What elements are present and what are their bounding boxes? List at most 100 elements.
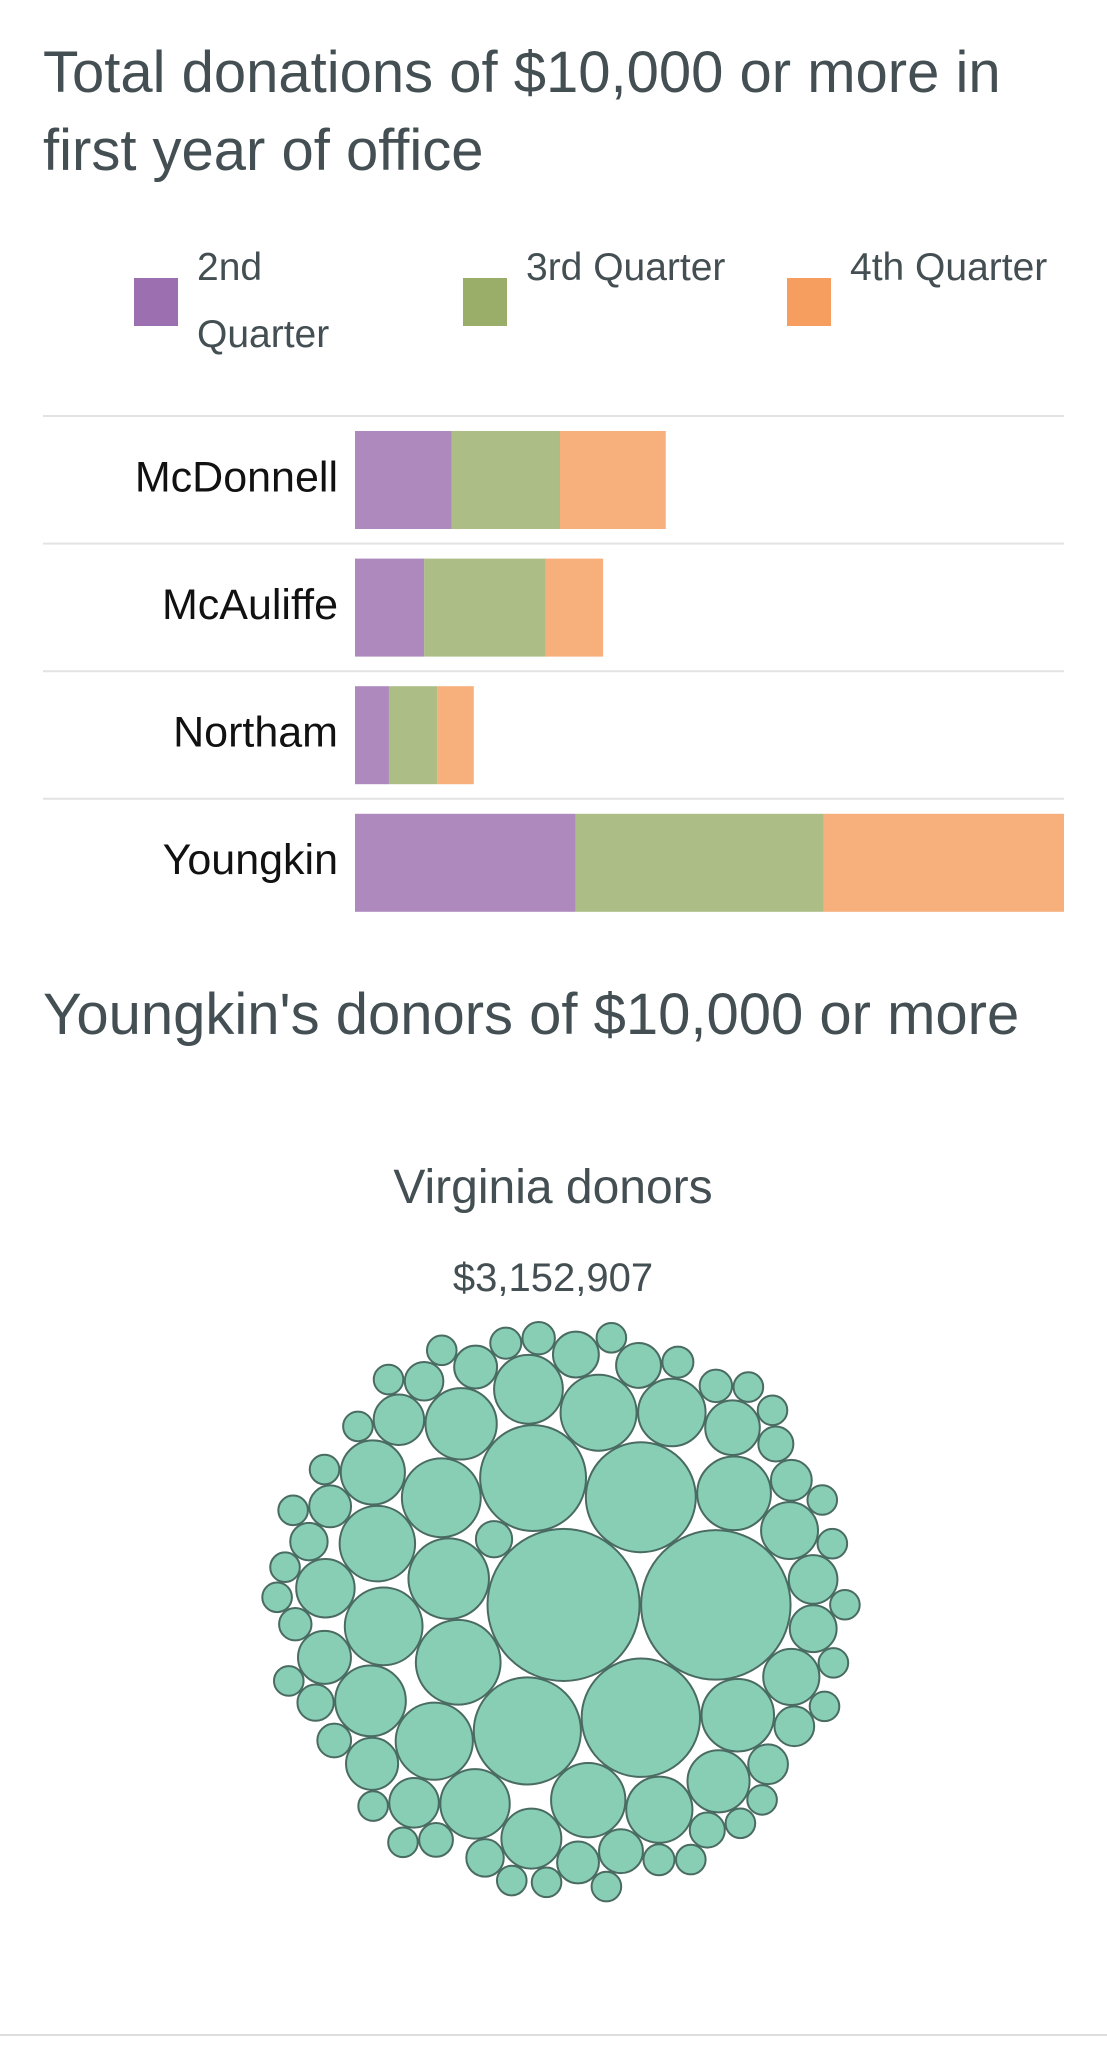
total-label: $3,152,907 [453, 1256, 653, 1300]
donor-bubble [387, 1826, 419, 1859]
bar-segment [575, 813, 824, 912]
legend-swatch [463, 278, 507, 326]
donor-bubble [500, 1807, 563, 1870]
category-label: McDonnell [135, 453, 338, 501]
donor-bubble [425, 1334, 458, 1367]
donor-bubble [261, 1581, 293, 1614]
donor-bubble [808, 1690, 841, 1723]
donor-bubble [817, 1647, 850, 1679]
donor-bubble [615, 1341, 663, 1389]
donor-bubble [642, 1843, 676, 1877]
donor-bubble [289, 1521, 329, 1562]
donor-bubble [338, 1504, 417, 1583]
donor-bubble [580, 1657, 702, 1778]
donor-bubble [474, 1520, 514, 1559]
donor-bubble [747, 1743, 789, 1786]
chart-title: Youngkin's donors of $10,000 or more [43, 982, 1019, 1047]
donor-bubble [342, 1410, 374, 1443]
donor-bubble [637, 1377, 707, 1448]
bar-segment [545, 558, 604, 657]
bar-segment [388, 686, 438, 785]
bar-segment [355, 431, 452, 529]
donor-bubble [486, 1527, 641, 1682]
donor-bubble [760, 1501, 820, 1561]
donor-bubble [732, 1371, 765, 1403]
legend-label: 2nd Quarter [197, 246, 329, 356]
donor-bubble [414, 1618, 502, 1706]
donor-bubble [297, 1629, 352, 1685]
donor-bubble [625, 1775, 694, 1844]
bar-segment [823, 813, 1064, 912]
donor-bubble [453, 1344, 499, 1390]
category-label: Northam [173, 709, 338, 757]
donor-bubble [756, 1394, 789, 1427]
donor-bubble [661, 1345, 695, 1379]
donor-bubble [296, 1683, 335, 1722]
category-label: McAuliffe [162, 581, 338, 629]
donor-bubble [479, 1424, 588, 1532]
bar-segment [424, 558, 546, 657]
donor-bubble [769, 1458, 813, 1502]
donor-bubble [704, 1399, 761, 1456]
donor-bubble [556, 1840, 600, 1885]
category-label: Youngkin [163, 836, 338, 884]
donor-bubble [773, 1705, 816, 1748]
bar-segment [437, 686, 474, 785]
donor-bubble [595, 1321, 628, 1354]
donor-bubble [407, 1537, 490, 1620]
donor-bubble [700, 1677, 776, 1753]
donor-bubble [343, 1586, 424, 1667]
donor-bubble [388, 1777, 440, 1829]
donor-bubble [762, 1647, 821, 1707]
chart-subtitle: Virginia donors [393, 1161, 712, 1214]
donor-bubble [551, 1330, 600, 1379]
donor-bubble [640, 1529, 792, 1681]
donor-bubble [269, 1551, 301, 1583]
donor-bubble [400, 1457, 482, 1539]
donor-bubble [394, 1701, 474, 1781]
donor-bubble [788, 1604, 838, 1654]
donor-bubble [308, 1453, 341, 1486]
bar-segment [355, 813, 576, 912]
donor-bubble [816, 1527, 849, 1560]
donor-bubble [530, 1866, 563, 1899]
donor-bubble [675, 1843, 707, 1876]
chart-title: Total donations of $10,000 or more in fi… [43, 40, 1017, 183]
donor-bubble [472, 1676, 582, 1786]
bar-segment [451, 431, 560, 529]
donor-bubble [339, 1439, 406, 1506]
donor-bubble [345, 1736, 400, 1791]
donor-bubble [550, 1762, 627, 1839]
donor-bubble [489, 1326, 523, 1360]
donor-bubble [806, 1484, 839, 1516]
donor-bubble [724, 1807, 757, 1840]
donor-bubble [598, 1828, 644, 1875]
donor-bubble [334, 1664, 407, 1738]
bar-segment [559, 431, 666, 529]
bar-segment [355, 686, 389, 785]
donor-bubble [272, 1665, 305, 1697]
donor-bubble [495, 1864, 528, 1897]
donor-bubble [418, 1822, 454, 1858]
donor-bubble [688, 1811, 726, 1849]
donor-bubble [308, 1484, 353, 1529]
donor-bubble [829, 1588, 861, 1621]
donor-bubble [403, 1360, 445, 1402]
donor-bubble [372, 1393, 426, 1446]
donor-bubble [277, 1494, 309, 1527]
donor-bubble [686, 1749, 751, 1814]
donor-bubble [278, 1607, 313, 1642]
donor-bubble [465, 1838, 505, 1878]
donor-bubble [559, 1373, 638, 1452]
donor-bubble [746, 1784, 778, 1816]
donor-bubble [787, 1554, 839, 1605]
donor-bubble [584, 1441, 697, 1554]
donor-bubble [372, 1363, 405, 1396]
donor-bubble [698, 1368, 734, 1404]
donor-bubble [424, 1387, 498, 1461]
donor-bubble [295, 1557, 356, 1619]
legend-label: 3rd Quarter [526, 246, 725, 289]
legend-swatch [134, 278, 178, 326]
legend-label: 4th Quarter [850, 246, 1047, 289]
